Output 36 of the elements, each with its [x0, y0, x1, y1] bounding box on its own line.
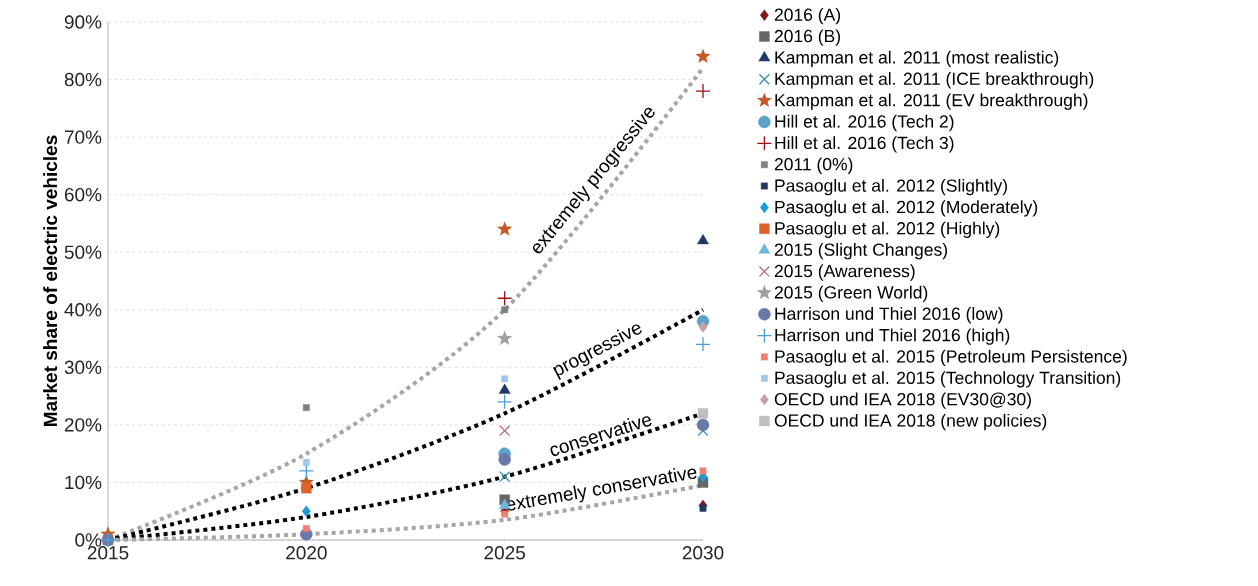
legend-label: Pasaoglu et al. 2012 (Highly)	[775, 221, 1000, 238]
legend-label: OECD und IEA 2018 (new policies)	[774, 413, 1047, 431]
legend-label: Harrison und Thiel 2016 (high)	[775, 328, 1010, 345]
legend-label: 2015 (Awareness)	[774, 264, 915, 281]
legend-label: 2016 (B)	[774, 29, 840, 46]
legend-label: Hill et al. 2016 (Tech 2)	[775, 114, 954, 132]
legend-label: Pasaoglu et al. 2012 (Moderately)	[775, 200, 1038, 217]
y-tick-label: 40%	[64, 303, 102, 317]
x-tick-label: 2030	[682, 546, 724, 560]
x-tick-label: 2015	[87, 546, 129, 560]
legend-label: Pasaoglu et al. 2012 (Slightly)	[775, 178, 1007, 196]
y-tick-label: 80%	[64, 72, 102, 87]
legend-label: Kampman et al. 2011 (EV breakthrough)	[775, 93, 1088, 110]
legend-label: Pasaoglu et al. 2015 (Petroleum Persistence)	[775, 349, 1127, 367]
y-tick-label: 0%	[75, 533, 102, 547]
legend-label: Kampman et al. 2011 (most realistic)	[775, 50, 1059, 68]
legend-label: 2015 (Green World)	[774, 285, 928, 303]
legend-label: OECD und IEA 2018 (EV30@30)	[774, 392, 1031, 409]
y-tick-label: 60%	[64, 187, 102, 202]
legend-label: 2011 (0%)	[774, 157, 853, 174]
y-tick-label: 10%	[65, 475, 102, 490]
legend-label: 2015 (Slight Changes)	[774, 243, 947, 260]
y-tick-label: 50%	[64, 245, 102, 259]
legend-label: Hill et al. 2016 (Tech 3)	[775, 136, 954, 153]
annotation: extremely conservative	[506, 467, 697, 511]
y-tick-label: 70%	[64, 130, 102, 144]
legend-label: Pasaoglu et al. 2015 (Technology Transition)	[775, 371, 1121, 388]
y-axis-title: Market share of electric vehicles	[43, 135, 58, 426]
legend-label: 2016 (A)	[774, 8, 840, 25]
x-tick-label: 2020	[286, 546, 327, 560]
y-tick-label: 20%	[64, 418, 102, 432]
legend-label: Harrison und Thiel 2016 (low)	[775, 307, 1003, 324]
y-tick-label: 30%	[64, 360, 102, 375]
y-tick-label: 90%	[64, 15, 102, 29]
x-tick-label: 2025	[484, 546, 525, 560]
legend-label: Kampman et al. 2011 (ICE breakthrough)	[775, 72, 1094, 89]
